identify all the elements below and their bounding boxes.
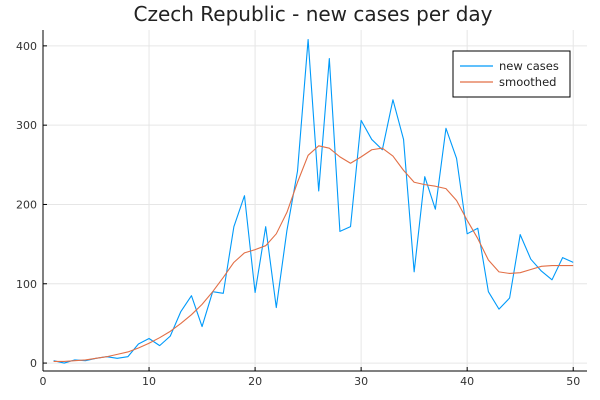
grid [42,30,587,371]
series-line-smoothed [53,145,574,363]
y-tick-label: 300 [16,119,37,132]
series-line-new-cases [53,38,574,364]
y-tick-label: 400 [16,40,37,53]
legend: new cases smoothed [452,50,571,98]
y-tick-label: 0 [30,357,37,370]
legend-label: new cases [499,59,559,73]
y-tick-label: 200 [16,198,37,211]
x-tick-label: 10 [142,375,156,388]
x-tick-label: 50 [566,375,580,388]
x-tick-label: 30 [354,375,368,388]
chart-title: Czech Republic - new cases per day [133,2,492,26]
series-group [53,38,574,364]
x-tick-label: 20 [248,375,262,388]
y-tick-label: 100 [16,278,37,291]
axes: 0 10 20 30 40 50 0 100 200 300 400 [16,30,587,388]
legend-box [452,50,571,98]
legend-label: smoothed [499,75,556,89]
x-tick-label: 40 [460,375,474,388]
x-tick-label: 0 [40,375,47,388]
